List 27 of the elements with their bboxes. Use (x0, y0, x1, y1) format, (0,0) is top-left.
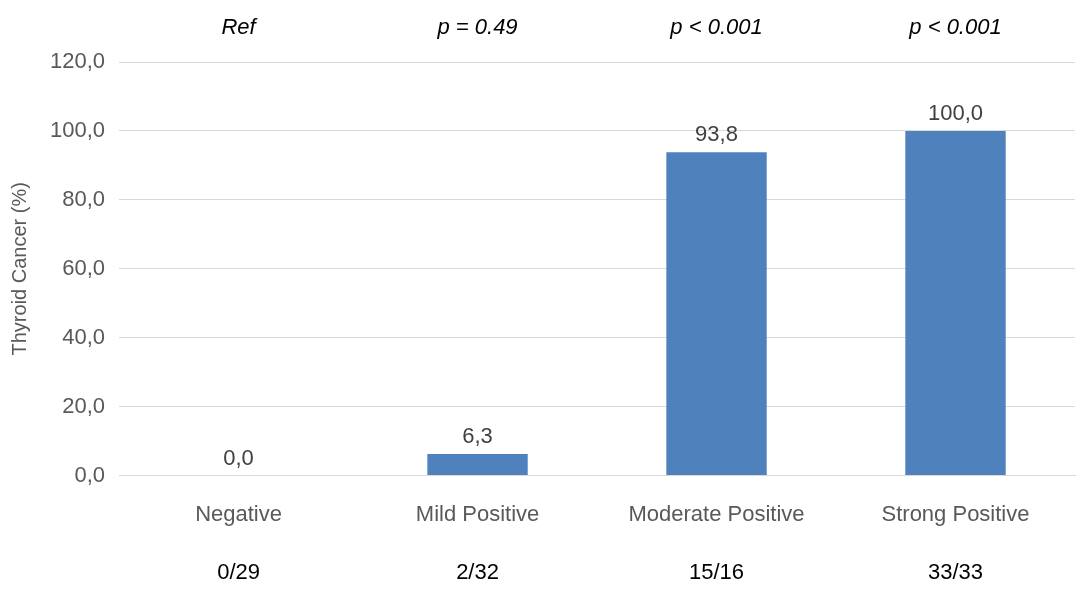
x-tick-label: Moderate Positive (628, 500, 805, 526)
x-tick-label: Strong Positive (881, 500, 1030, 526)
bar (666, 152, 767, 476)
text: Ref (221, 14, 259, 40)
text: 2/32 (456, 559, 499, 585)
y-tick-label: 20,0 (62, 392, 106, 418)
x-tick-label: Mild Positive (415, 500, 540, 526)
data-label: 6,3 (462, 422, 493, 448)
data-label: 100,0 (927, 100, 984, 125)
bar (427, 453, 528, 476)
bar (905, 130, 1006, 476)
text: p < 0.001 (908, 14, 1002, 40)
y-tick-label: 80,0 (62, 185, 106, 211)
y-axis-title: Thyroid Cancer (%) (7, 182, 30, 356)
y-tick-label: 100,0 (49, 117, 106, 142)
data-label: 93,8 (695, 121, 738, 147)
y-tick-label: 120,0 (49, 48, 106, 74)
text: 15/16 (688, 559, 745, 585)
data-label: 0,0 (223, 444, 254, 470)
x-tick-label: Negative (195, 500, 282, 526)
y-tick-label: 40,0 (62, 323, 106, 349)
text: 0/29 (217, 559, 260, 585)
text: p = 0.49 (436, 14, 518, 40)
y-tick-label: 0,0 (74, 461, 106, 487)
text: p < 0.001 (669, 14, 763, 40)
y-tick-label: 60,0 (62, 254, 106, 280)
text: 33/33 (927, 559, 984, 585)
